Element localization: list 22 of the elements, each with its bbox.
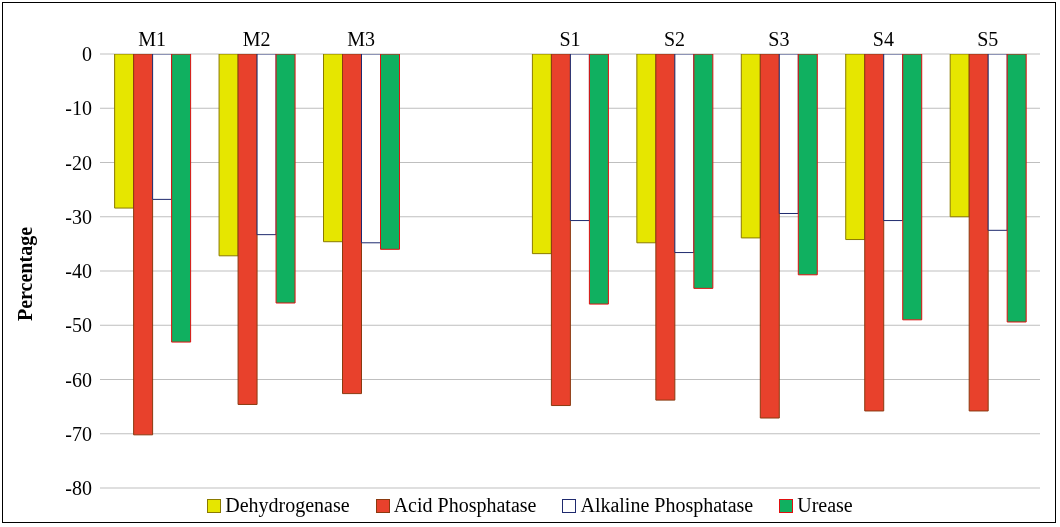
- legend-label: Acid Phosphatase: [392, 494, 537, 517]
- legend-label: Urease: [796, 494, 853, 517]
- x-tick-label: S3: [768, 28, 790, 50]
- y-tick-label: -50: [65, 314, 92, 337]
- x-tick-label: M2: [242, 28, 271, 50]
- legend-label: Dehydrogenase: [224, 494, 350, 517]
- y-axis-title: Percentage: [14, 226, 38, 321]
- y-tick-label: 0: [82, 43, 92, 66]
- y-tick-label: -10: [65, 97, 92, 120]
- y-tick-label: -40: [65, 260, 92, 283]
- x-tick-label: S1: [559, 28, 581, 50]
- y-tick-label: -70: [65, 422, 92, 445]
- y-tick-label: -60: [65, 368, 92, 391]
- x-tick-label: S4: [872, 28, 894, 50]
- x-tick-label: S2: [663, 28, 686, 50]
- y-tick-label: -80: [65, 477, 92, 500]
- legend-label: Alkaline Phosphatase: [579, 494, 754, 517]
- x-tick-label: M3: [347, 28, 376, 50]
- y-tick-label: -20: [65, 151, 92, 174]
- x-tick-label: M1: [138, 28, 167, 50]
- x-tick-label: S5: [977, 28, 999, 50]
- y-tick-label: -30: [65, 205, 92, 228]
